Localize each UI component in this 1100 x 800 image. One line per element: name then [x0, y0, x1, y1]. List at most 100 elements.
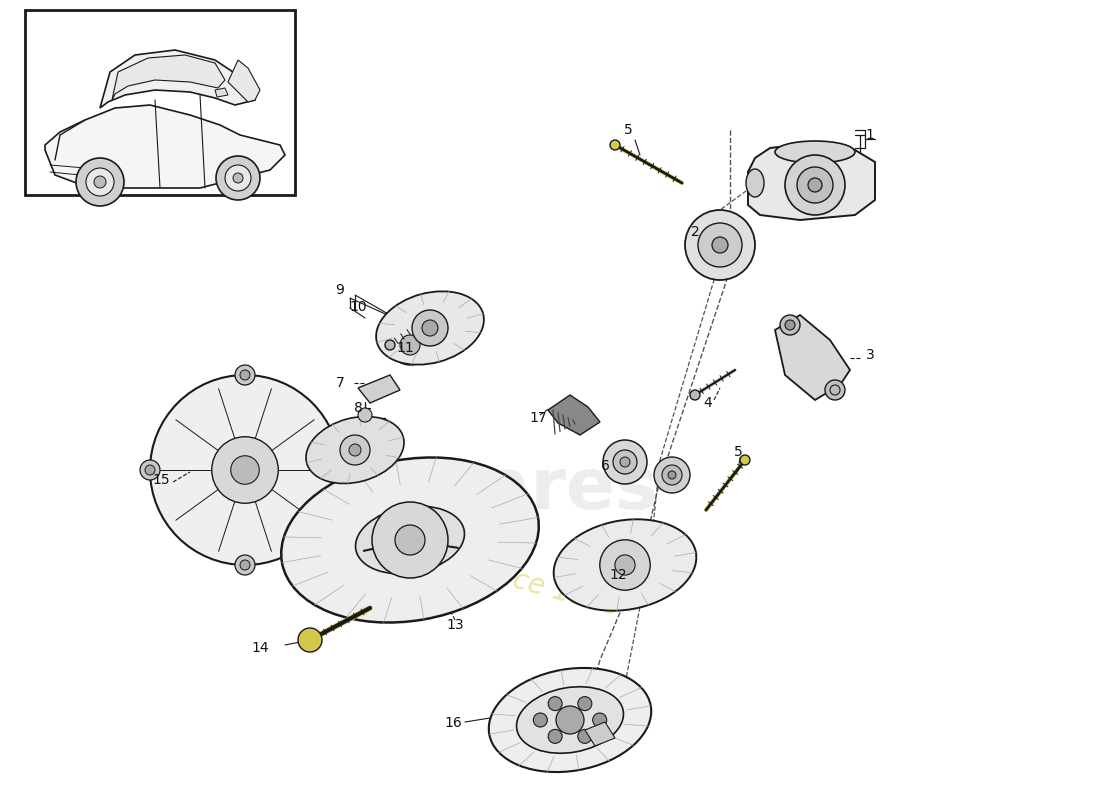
- Circle shape: [216, 156, 260, 200]
- Ellipse shape: [282, 512, 538, 568]
- Ellipse shape: [490, 704, 651, 736]
- Circle shape: [235, 555, 255, 575]
- Ellipse shape: [517, 686, 624, 754]
- Text: 4: 4: [704, 396, 713, 410]
- Circle shape: [548, 730, 562, 743]
- Circle shape: [685, 210, 755, 280]
- Text: 1: 1: [866, 128, 874, 142]
- Ellipse shape: [488, 668, 651, 772]
- Circle shape: [578, 730, 592, 743]
- Text: a passion since 1985: a passion since 1985: [336, 518, 625, 622]
- Ellipse shape: [376, 291, 484, 365]
- Circle shape: [690, 390, 700, 400]
- Ellipse shape: [355, 506, 464, 574]
- Circle shape: [336, 465, 345, 475]
- Circle shape: [298, 628, 322, 652]
- Polygon shape: [45, 105, 285, 188]
- Circle shape: [358, 408, 372, 422]
- Text: 7: 7: [336, 376, 344, 390]
- Circle shape: [412, 310, 448, 346]
- Circle shape: [231, 456, 260, 484]
- Circle shape: [578, 697, 592, 710]
- Circle shape: [698, 223, 742, 267]
- Circle shape: [372, 502, 448, 578]
- Text: 11: 11: [396, 341, 414, 355]
- Circle shape: [613, 450, 637, 474]
- Polygon shape: [548, 395, 600, 435]
- Polygon shape: [214, 88, 228, 97]
- Circle shape: [593, 713, 607, 727]
- Ellipse shape: [306, 417, 404, 483]
- Circle shape: [548, 697, 562, 710]
- Circle shape: [390, 325, 430, 365]
- Circle shape: [615, 555, 635, 575]
- Circle shape: [785, 155, 845, 215]
- Ellipse shape: [746, 169, 764, 197]
- Ellipse shape: [554, 550, 696, 579]
- Circle shape: [556, 706, 584, 734]
- Circle shape: [330, 460, 350, 480]
- Circle shape: [86, 168, 114, 196]
- Circle shape: [610, 140, 620, 150]
- Circle shape: [94, 176, 106, 188]
- Text: 17: 17: [529, 411, 547, 425]
- Text: 9: 9: [336, 283, 344, 297]
- Circle shape: [668, 471, 676, 479]
- Circle shape: [534, 713, 548, 727]
- Text: 15: 15: [153, 473, 170, 487]
- Circle shape: [662, 465, 682, 485]
- Text: 5: 5: [734, 445, 742, 459]
- Circle shape: [233, 173, 243, 183]
- Circle shape: [620, 457, 630, 467]
- Polygon shape: [748, 145, 874, 220]
- Circle shape: [712, 237, 728, 253]
- Polygon shape: [358, 375, 400, 403]
- Circle shape: [76, 158, 124, 206]
- Circle shape: [654, 457, 690, 493]
- Circle shape: [785, 320, 795, 330]
- Circle shape: [226, 165, 251, 191]
- Bar: [25, 10, 295, 195]
- Text: 8: 8: [353, 401, 362, 415]
- Text: 2: 2: [691, 225, 700, 239]
- Circle shape: [240, 370, 250, 380]
- Circle shape: [798, 167, 833, 203]
- Circle shape: [395, 525, 425, 555]
- Circle shape: [600, 540, 650, 590]
- Text: 10: 10: [349, 300, 366, 314]
- Circle shape: [603, 440, 647, 484]
- Text: 14: 14: [251, 641, 268, 655]
- Text: 13: 13: [447, 618, 464, 632]
- Text: eurospares: eurospares: [201, 455, 659, 525]
- Circle shape: [422, 320, 438, 336]
- Circle shape: [349, 444, 361, 456]
- Circle shape: [240, 560, 250, 570]
- Circle shape: [340, 435, 370, 465]
- Polygon shape: [112, 55, 226, 100]
- Text: 12: 12: [609, 568, 627, 582]
- Circle shape: [830, 385, 840, 395]
- Text: 6: 6: [601, 459, 610, 473]
- Circle shape: [385, 340, 395, 350]
- Ellipse shape: [282, 458, 539, 622]
- Circle shape: [145, 465, 155, 475]
- Polygon shape: [100, 50, 255, 108]
- Circle shape: [400, 335, 420, 355]
- Text: 3: 3: [866, 348, 874, 362]
- Circle shape: [808, 178, 822, 192]
- Ellipse shape: [776, 141, 855, 163]
- Circle shape: [140, 460, 159, 480]
- Ellipse shape: [400, 316, 459, 340]
- Polygon shape: [228, 60, 260, 102]
- Circle shape: [780, 315, 800, 335]
- Text: 16: 16: [444, 716, 462, 730]
- Text: 5: 5: [624, 123, 632, 137]
- Circle shape: [825, 380, 845, 400]
- Circle shape: [211, 437, 278, 503]
- Polygon shape: [585, 722, 615, 746]
- Ellipse shape: [553, 519, 696, 610]
- Circle shape: [740, 455, 750, 465]
- Polygon shape: [776, 315, 850, 400]
- Circle shape: [150, 375, 340, 565]
- Circle shape: [235, 365, 255, 385]
